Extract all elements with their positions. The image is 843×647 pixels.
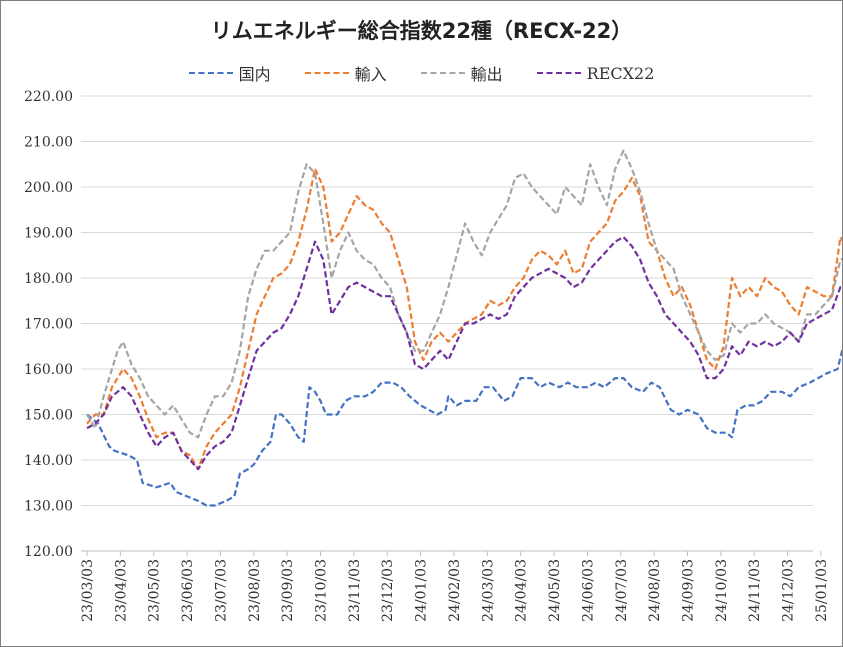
legend-label-export: 輸出 xyxy=(470,65,503,84)
y-tick-label: 200.00 xyxy=(24,180,73,196)
legend-label-domestic: 国内 xyxy=(238,65,271,84)
legend-label-import: 輸入 xyxy=(354,65,387,84)
x-tick-label: 24/07/03 xyxy=(614,559,630,622)
series-line-1 xyxy=(86,167,842,471)
legend: 国内 輸入 輸出 RECX22 xyxy=(1,61,842,85)
y-tick-label: 210.00 xyxy=(24,135,73,151)
x-tick-label: 24/10/03 xyxy=(714,559,730,622)
series-line-3 xyxy=(86,236,842,471)
x-tick-label: 24/11/03 xyxy=(747,559,763,622)
y-tick-label: 170.00 xyxy=(24,317,73,333)
legend-item-recx22[interactable]: RECX22 xyxy=(536,61,655,85)
legend-item-export[interactable]: 輸出 xyxy=(420,61,503,85)
x-tick-label: 23/08/03 xyxy=(247,559,263,622)
legend-swatch-export xyxy=(420,72,465,74)
x-tick-label: 24/04/03 xyxy=(514,559,530,622)
series-line-0 xyxy=(86,346,842,507)
x-tick-label: 24/02/03 xyxy=(447,559,463,622)
x-tick-label: 23/05/03 xyxy=(147,559,163,622)
legend-swatch-domestic xyxy=(188,72,233,74)
x-tick-label: 24/03/03 xyxy=(480,559,496,622)
x-tick-label: 23/06/03 xyxy=(180,559,196,622)
chart-title: リムエネルギー総合指数22種（RECX-22） xyxy=(210,19,633,43)
y-tick-label: 180.00 xyxy=(24,271,73,287)
y-tick-label: 160.00 xyxy=(24,362,73,378)
x-tick-label: 24/06/03 xyxy=(580,559,596,622)
x-tick-label: 24/09/03 xyxy=(680,559,696,622)
y-tick-label: 140.00 xyxy=(24,453,73,469)
x-tick-label: 23/12/03 xyxy=(380,559,396,622)
legend-item-domestic[interactable]: 国内 xyxy=(188,61,271,85)
y-tick-label: 130.00 xyxy=(24,499,73,515)
x-tick-label: 23/07/03 xyxy=(213,559,229,622)
x-tick-label: 24/08/03 xyxy=(647,559,663,622)
x-tick-label: 23/09/03 xyxy=(280,559,296,622)
series-line-2 xyxy=(86,149,842,439)
x-tick-label: 23/03/03 xyxy=(80,559,96,622)
legend-item-import[interactable]: 輸入 xyxy=(304,61,387,85)
y-tick-label: 190.00 xyxy=(24,226,73,242)
legend-swatch-import xyxy=(304,72,349,74)
y-tick-label: 150.00 xyxy=(24,408,73,424)
y-tick-label: 220.00 xyxy=(24,89,73,105)
legend-label-recx22: RECX22 xyxy=(586,63,655,83)
x-tick-label: 24/12/03 xyxy=(781,559,797,622)
x-tick-label: 23/04/03 xyxy=(113,559,129,622)
x-tick-label: 25/01/03 xyxy=(814,559,830,622)
x-tick-label: 23/11/03 xyxy=(347,559,363,622)
x-tick-label: 24/05/03 xyxy=(547,559,563,622)
x-tick-label: 23/10/03 xyxy=(314,559,330,622)
legend-swatch-recx22 xyxy=(536,72,581,74)
y-tick-label: 120.00 xyxy=(24,544,73,560)
x-tick-label: 24/01/03 xyxy=(414,559,430,622)
